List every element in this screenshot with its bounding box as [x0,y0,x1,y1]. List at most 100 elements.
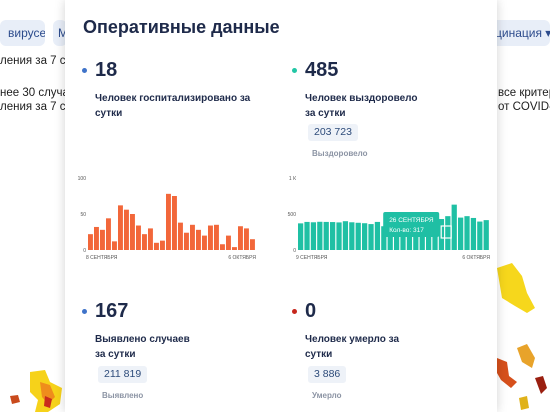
chart-bar[interactable] [250,239,255,250]
stat-dot-icon [82,309,87,314]
chart-bar[interactable] [470,217,477,250]
map-fragment-right [497,263,547,410]
chart-bar[interactable] [451,204,457,250]
stat-caption: Человек умерло за сутки [305,334,400,360]
background-text-line: от COVID-19 [498,101,550,113]
chart-bar[interactable] [202,235,207,250]
stat-hospitalized: 18 Человек госпитализировано за сутки [82,59,262,119]
y-tick-label: 500 [288,212,297,218]
chart-bar[interactable] [226,235,231,250]
chart-bar[interactable] [483,220,489,250]
card-title: Оперативные данные [83,17,280,37]
y-tick-label: 0 [83,248,86,254]
background-text-line: ления за 7 сут [0,55,77,67]
chart-bar[interactable] [208,225,213,250]
y-tick-label: 100 [78,176,87,182]
stat-total-badge: 203 723 [308,124,358,141]
chart-bar[interactable] [124,209,129,250]
x-tick-label: 8 СЕНТЯБРЯ [86,255,118,261]
chart-bar[interactable] [342,221,349,250]
chart-bar[interactable] [148,228,153,250]
tooltip-box [383,212,440,237]
stat-total-label: Выявлено [102,391,144,400]
chart-bar[interactable] [362,223,368,250]
stat-number: 0 [305,300,317,322]
background-text-line: нее 30 случаев [0,87,82,99]
nav-pill-m[interactable]: М [53,20,67,46]
nav-pill-vaccination[interactable]: цинация ▾ [487,20,550,46]
stat-total-badge: 211 819 [98,366,148,383]
chart-bar[interactable] [220,244,225,250]
x-tick-label: 9 СЕНТЯБРЯ [296,255,328,261]
chart-bar[interactable] [112,241,117,250]
chart-bar[interactable] [368,224,374,250]
chart-bar[interactable] [349,222,355,250]
chart-bar[interactable] [458,217,464,250]
bar-highlight [440,225,452,239]
chart-bar[interactable] [477,221,483,250]
stat-dot-icon [292,309,297,314]
stat-number: 167 [95,300,129,322]
chart-bar[interactable] [130,214,135,250]
chart-bar[interactable] [355,222,361,250]
chart-bar[interactable] [310,222,317,250]
chart-bar[interactable] [232,247,237,250]
chart-bar[interactable] [374,221,381,250]
y-tick-label: 1 К [289,176,296,182]
chart-bar[interactable] [154,242,159,250]
background-text-line: ления за 7 сут [0,101,77,113]
map-fragment-left [10,370,62,412]
stat-caption: Человек выздоровело за сутки [305,93,418,119]
chart-bar[interactable] [184,232,189,250]
nav-pill-virus[interactable]: вирусе ▾ [0,20,45,46]
tooltip-count: Кол-во: 317 [389,227,424,234]
chart-bar[interactable] [244,228,249,250]
stat-number: 485 [305,59,339,81]
chart-bar[interactable] [238,226,243,250]
stat-dot-icon [82,68,87,73]
chart-bar[interactable] [94,226,99,250]
chart-bar[interactable] [445,216,451,250]
stat-detected: 167 Выявлено случаев за сутки 211 819 Вы… [82,300,272,410]
x-tick-label: 6 ОКТЯБРЯ [228,255,256,261]
chart-bar[interactable] [323,221,329,250]
stat-caption: Выявлено случаев за сутки [95,334,190,360]
chart-bar[interactable] [88,234,93,250]
stat-died: 0 Человек умерло за сутки 3 886 Умерло [292,300,482,410]
chart-bar[interactable] [196,229,201,250]
chart-bar[interactable] [336,222,342,250]
chart-bar[interactable] [214,224,219,250]
stat-number: 18 [95,59,118,81]
chart-bar[interactable] [136,225,141,250]
stat-total-badge: 3 886 [308,366,347,383]
chart-bar[interactable] [406,227,413,250]
chart-bar[interactable] [330,222,336,250]
chart-bar[interactable] [142,234,147,250]
chart-bar[interactable] [160,240,165,250]
chart-bar[interactable] [381,226,387,250]
x-tick-label: 6 ОКТЯБРЯ [462,255,490,261]
tooltip-date: 26 СЕНТЯБРЯ [389,217,434,224]
chart-tooltip: 26 СЕНТЯБРЯ Кол-во: 317 [383,212,452,239]
chart-bar[interactable] [166,193,171,250]
chart-bar[interactable] [106,218,111,250]
hospitalized-bar-chart: 100 50 08 СЕНТЯБРЯ 6 ОКТЯБРЯ [78,176,257,261]
chart-bar[interactable] [464,216,470,250]
chart-bar[interactable] [178,222,183,250]
recovered-bar-chart: 1 К 500 09 СЕНТЯБРЯ 6 ОКТЯБРЯ 26 СЕНТЯБРЯ Кол… [288,176,491,261]
chart-bar[interactable] [100,229,105,250]
chart-bar[interactable] [118,205,123,250]
stat-total-label: Умерло [312,391,342,400]
stat-total-label: Выздоровело [312,149,368,158]
stat-caption: Человек госпитализировано за сутки [95,93,251,119]
y-tick-label: 0 [293,248,296,254]
chart-bar[interactable] [317,221,323,250]
stat-recovered: 485 Человек выздоровело за сутки 203 723… [292,59,482,164]
chart-bar[interactable] [400,228,406,250]
chart-bar[interactable] [172,196,177,250]
stat-dot-icon [292,68,297,73]
operational-data-card: Оперативные данные 18 Человек госпитализ… [65,0,497,412]
chart-bar[interactable] [190,224,195,250]
chart-bar[interactable] [304,221,310,250]
chart-bar[interactable] [298,223,304,250]
